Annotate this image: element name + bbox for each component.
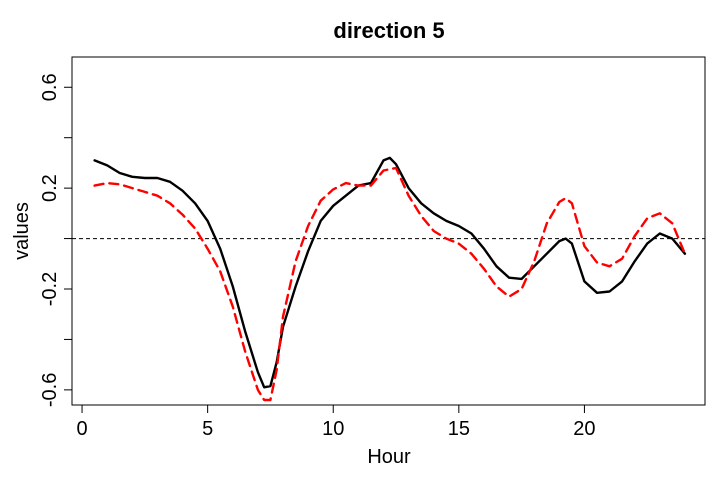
x-tick-label: 0 xyxy=(76,418,87,440)
series-line-2 xyxy=(93,166,687,402)
y-tick-label: -0.2 xyxy=(39,272,61,306)
x-axis: 0 5 10 15 20 xyxy=(76,404,596,440)
plot-frame xyxy=(71,56,706,406)
y-tick-label: 0.2 xyxy=(39,174,61,202)
y-tick-label: -0.6 xyxy=(39,373,61,407)
x-tick-label: 5 xyxy=(202,418,213,440)
x-axis-label: Hour xyxy=(367,446,411,468)
plot-area xyxy=(72,156,705,402)
y-tick-label: 0.6 xyxy=(39,73,61,101)
chart-title: direction 5 xyxy=(333,18,444,43)
x-tick-label: 20 xyxy=(573,418,595,440)
y-axis: -0.6 -0.2 0.2 0.6 xyxy=(39,73,73,407)
series-line-1 xyxy=(93,156,687,389)
x-tick-label: 10 xyxy=(322,418,344,440)
y-axis-label: values xyxy=(11,202,33,260)
x-tick-label: 15 xyxy=(448,418,470,440)
